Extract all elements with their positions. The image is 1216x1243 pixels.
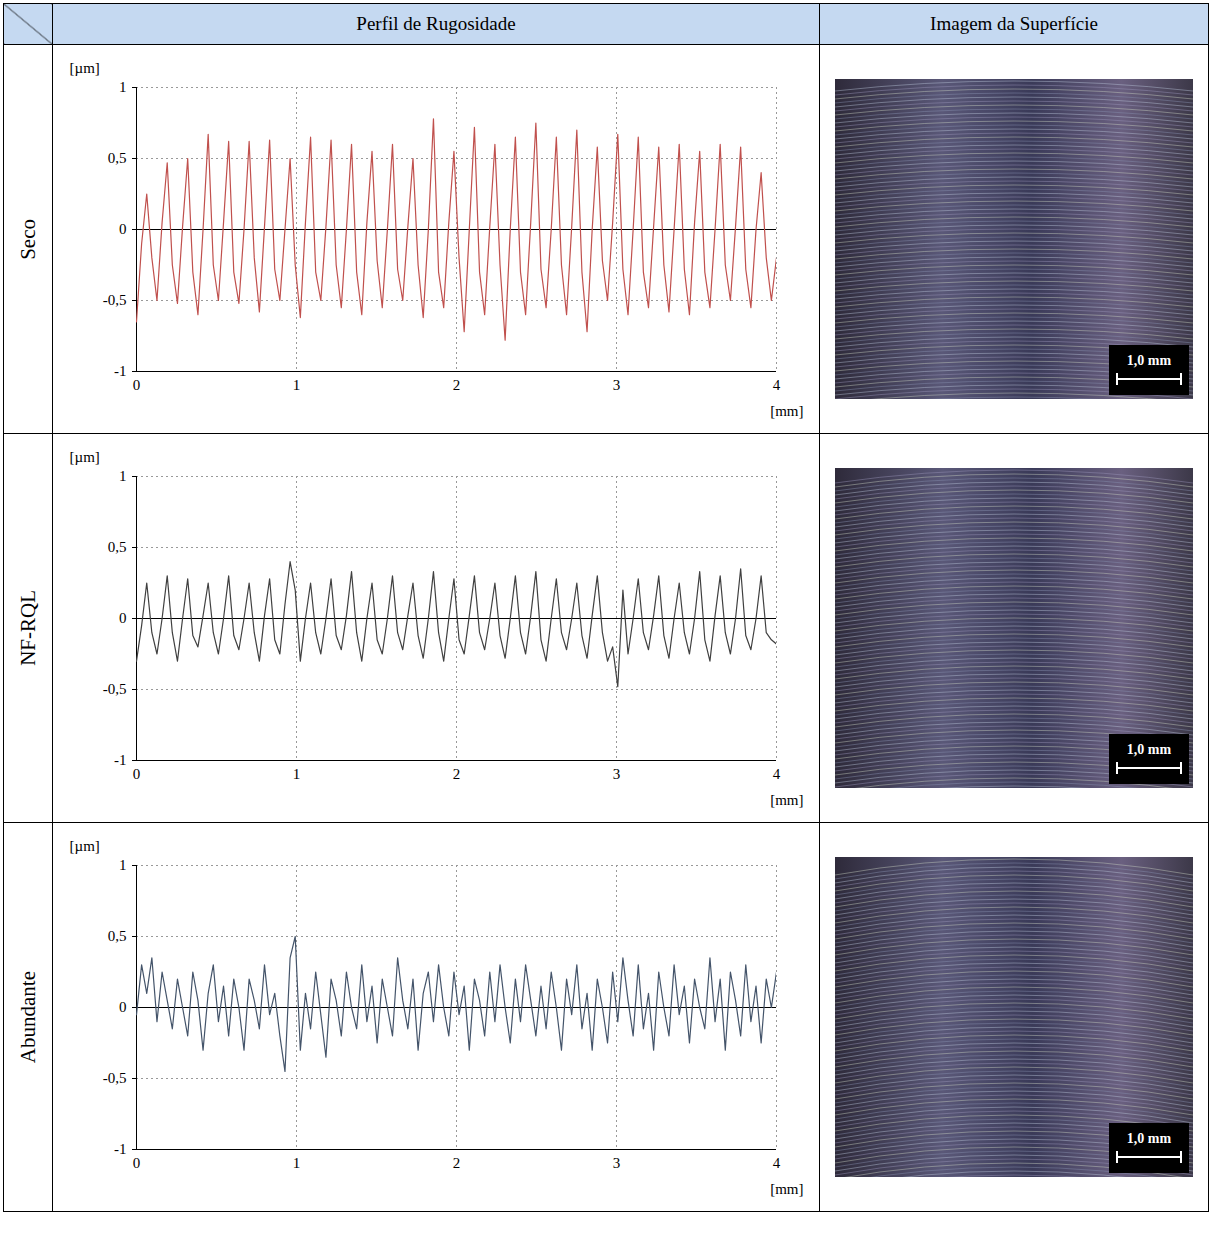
svg-text:1,0 mm: 1,0 mm xyxy=(1127,353,1172,368)
svg-text:-1: -1 xyxy=(114,1141,127,1157)
svg-text:0: 0 xyxy=(119,610,127,626)
html-text:Imagem da Superfície: Imagem da Superfície xyxy=(930,13,1098,34)
html-text:Abundante: Abundante xyxy=(15,970,40,1064)
svg-text:-0,5: -0,5 xyxy=(103,292,127,308)
svg-text:0: 0 xyxy=(133,1155,141,1171)
html-text:Seco: Seco xyxy=(15,218,40,260)
svg-text:0,5: 0,5 xyxy=(108,150,127,166)
svg-text:[mm]: [mm] xyxy=(770,792,803,808)
svg-text:[µm]: [µm] xyxy=(70,838,100,854)
svg-text:[µm]: [µm] xyxy=(70,60,100,76)
svg-text:[mm]: [mm] xyxy=(770,403,803,419)
svg-text:0: 0 xyxy=(133,766,141,782)
html-text:NF-RQL: NF-RQL xyxy=(15,590,40,666)
svg-text:[mm]: [mm] xyxy=(770,1181,803,1197)
svg-text:1: 1 xyxy=(119,468,127,484)
svg-text:3: 3 xyxy=(613,1155,621,1171)
svg-text:1: 1 xyxy=(119,857,127,873)
html-text:Perfil de Rugosidade: Perfil de Rugosidade xyxy=(356,13,516,34)
svg-text:-0,5: -0,5 xyxy=(103,1070,127,1086)
svg-text:0: 0 xyxy=(119,999,127,1015)
svg-text:1,0 mm: 1,0 mm xyxy=(1127,742,1172,757)
svg-text:1: 1 xyxy=(293,1155,301,1171)
svg-text:0: 0 xyxy=(119,221,127,237)
svg-text:-1: -1 xyxy=(114,363,127,379)
svg-text:1,0 mm: 1,0 mm xyxy=(1127,1131,1172,1146)
svg-text:4: 4 xyxy=(773,766,781,782)
svg-text:[µm]: [µm] xyxy=(70,449,100,465)
svg-text:0: 0 xyxy=(133,377,141,393)
svg-text:0,5: 0,5 xyxy=(108,539,127,555)
svg-text:2: 2 xyxy=(453,766,461,782)
svg-text:1: 1 xyxy=(293,766,301,782)
svg-text:3: 3 xyxy=(613,766,621,782)
svg-text:2: 2 xyxy=(453,377,461,393)
svg-text:-0,5: -0,5 xyxy=(103,681,127,697)
svg-text:2: 2 xyxy=(453,1155,461,1171)
svg-text:1: 1 xyxy=(119,79,127,95)
svg-text:4: 4 xyxy=(773,1155,781,1171)
svg-text:1: 1 xyxy=(293,377,301,393)
svg-text:4: 4 xyxy=(773,377,781,393)
svg-text:-1: -1 xyxy=(114,752,127,768)
svg-text:0,5: 0,5 xyxy=(108,928,127,944)
svg-text:3: 3 xyxy=(613,377,621,393)
